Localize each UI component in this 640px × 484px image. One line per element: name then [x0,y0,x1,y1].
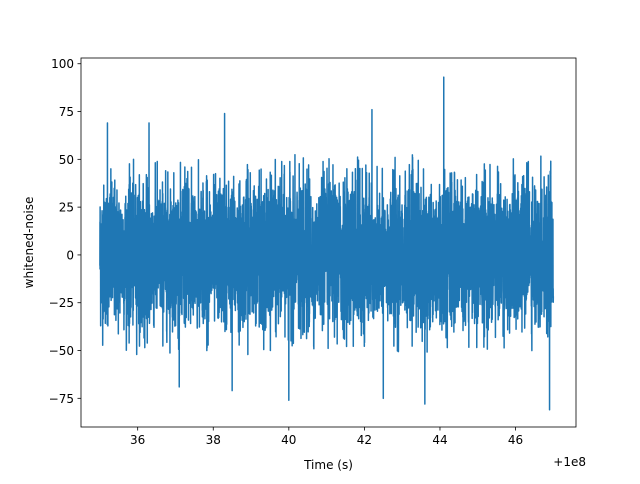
y-tick-label: 25 [59,201,74,215]
x-tick-label: 38 [206,433,221,447]
y-tick-label: −50 [49,344,74,358]
x-axis-label: Time (s) [303,458,353,472]
x-tick-label: 42 [357,433,372,447]
y-axis-label: whitened-noise [22,197,36,289]
y-tick-label: −25 [49,296,74,310]
axes-frame [80,57,577,428]
y-tick-label: −75 [49,392,74,406]
series-line [99,76,555,411]
y-tick-label: 50 [59,153,74,167]
x-axis: 36 38 40 42 44 46 [130,427,523,447]
y-tick-label: 75 [59,105,74,119]
y-axis: 100 75 50 25 0 −25 −50 −75 [49,57,81,406]
x-tick-label: 44 [432,433,447,447]
x-axis-offset-label: +1e8 [553,455,586,469]
x-tick-label: 46 [508,433,523,447]
y-tick-label: 100 [51,57,74,71]
x-tick-label: 36 [130,433,145,447]
plot-area [99,76,555,411]
y-tick-label: 0 [66,248,74,262]
x-tick-label: 40 [281,433,296,447]
